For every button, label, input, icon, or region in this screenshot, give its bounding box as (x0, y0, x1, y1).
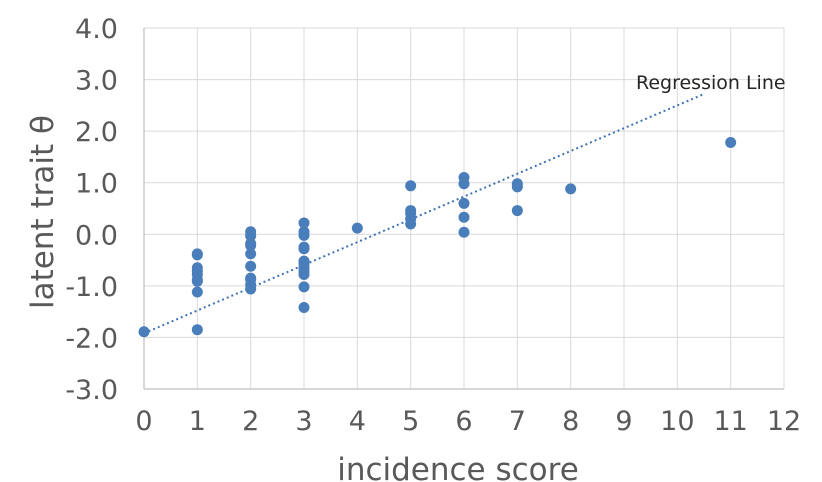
x-tick-label: 1 (189, 406, 206, 437)
regression-line (143, 93, 705, 335)
x-tick-label: 7 (509, 406, 526, 437)
grid (144, 27, 785, 389)
data-point (245, 240, 257, 252)
y-tick-label: 3.0 (75, 66, 118, 97)
y-tick-labels: -3.0 -2.0 -1.0 0.0 1.0 2.0 3.0 4.0 (65, 14, 118, 406)
y-tick-label: -2.0 (65, 323, 118, 354)
x-tick-label: 10 (660, 406, 694, 437)
data-points (138, 136, 737, 338)
y-tick-label: 0.0 (75, 220, 118, 251)
data-point (298, 229, 310, 241)
y-tick-label: -3.0 (65, 375, 118, 406)
y-tick-label: 2.0 (75, 117, 118, 148)
data-point (298, 217, 310, 229)
data-point (298, 281, 310, 293)
data-point (245, 248, 257, 260)
data-point (245, 230, 257, 242)
data-point (298, 269, 310, 281)
x-tick-label: 4 (349, 406, 366, 437)
y-tick-label: 1.0 (75, 169, 118, 200)
x-tick-labels: 0 1 2 3 4 5 6 7 8 9 10 11 12 (135, 406, 801, 437)
data-point (191, 275, 203, 287)
data-point (458, 226, 470, 238)
data-point (245, 283, 257, 295)
x-tick-label: 5 (402, 406, 419, 437)
data-point (405, 180, 417, 192)
x-tick-label: 2 (242, 406, 259, 437)
x-tick-label: 0 (135, 406, 152, 437)
data-point (191, 324, 203, 336)
x-tick-label: 9 (615, 406, 632, 437)
data-point (191, 286, 203, 298)
y-tick-label: 4.0 (75, 14, 118, 45)
x-tick-label: 12 (767, 406, 801, 437)
data-point (298, 243, 310, 255)
x-tick-label: 6 (455, 406, 472, 437)
y-axis-title: latent trait θ (25, 115, 61, 309)
x-tick-label: 11 (713, 406, 747, 437)
data-point (511, 205, 523, 217)
data-point (725, 136, 737, 148)
data-point (405, 218, 417, 230)
regression-line-label: Regression Line (636, 72, 786, 94)
data-point (458, 211, 470, 223)
data-point (458, 197, 470, 209)
x-tick-label: 8 (562, 406, 579, 437)
data-point (351, 222, 363, 234)
data-point (245, 260, 257, 272)
data-point (458, 178, 470, 190)
data-point (138, 326, 150, 338)
x-tick-label: 3 (295, 406, 312, 437)
regression-line-group (143, 93, 705, 335)
y-tick-label: -1.0 (65, 272, 118, 303)
data-point (565, 183, 577, 195)
data-point (191, 249, 203, 261)
data-point (511, 181, 523, 193)
data-point (298, 302, 310, 314)
x-axis-title: incidence score (337, 452, 579, 482)
